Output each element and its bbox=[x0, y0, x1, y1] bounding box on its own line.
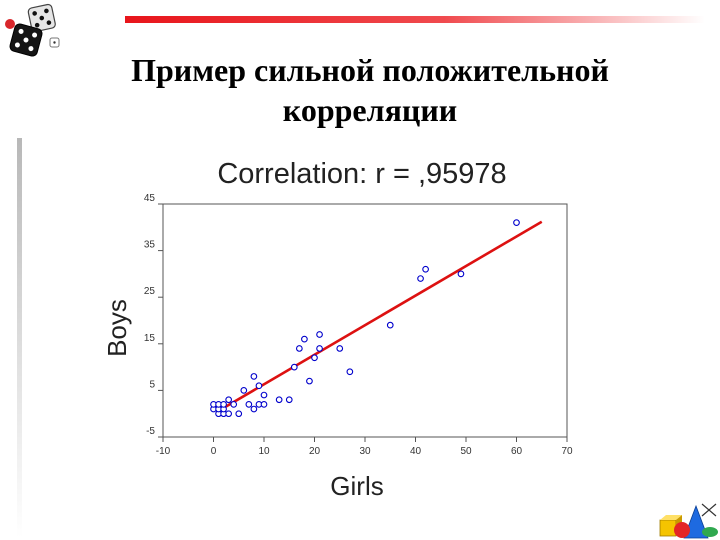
x-tick-label: 20 bbox=[309, 446, 321, 457]
data-point bbox=[250, 405, 258, 413]
y-axis-ticks: 45 35 25 15 5 -5 bbox=[144, 193, 163, 438]
plot-area-frame bbox=[162, 203, 568, 438]
data-point bbox=[386, 321, 394, 329]
top-decorative-bar bbox=[125, 16, 705, 23]
data-point bbox=[316, 345, 323, 352]
x-tick-label: 70 bbox=[561, 446, 573, 457]
data-point bbox=[316, 331, 323, 338]
data-point bbox=[296, 345, 303, 352]
data-point bbox=[225, 396, 232, 404]
y-tick-label: 15 bbox=[144, 333, 156, 344]
data-point bbox=[235, 410, 243, 418]
geometric-shapes-icon bbox=[659, 503, 718, 539]
x-axis-label: Girls bbox=[330, 471, 383, 501]
slide-title-line-1: Пример сильной положительной bbox=[131, 52, 609, 88]
y-tick-label: -5 bbox=[146, 426, 155, 437]
correlation-scatter-chart: Correlation: r = ,95978 Boys Girls -10 0 1… bbox=[102, 158, 573, 501]
data-point bbox=[225, 410, 232, 418]
data-point bbox=[457, 270, 465, 278]
data-point bbox=[260, 401, 268, 408]
y-tick-label: 35 bbox=[144, 240, 156, 251]
data-point bbox=[245, 401, 253, 408]
x-tick-label: -10 bbox=[156, 446, 171, 457]
data-point bbox=[290, 363, 298, 371]
data-point bbox=[346, 368, 354, 376]
data-point bbox=[220, 401, 227, 408]
data-point bbox=[255, 382, 263, 390]
regression-line bbox=[217, 220, 543, 413]
chart-title: Correlation: r = ,95978 bbox=[217, 158, 506, 190]
y-tick-label: 25 bbox=[144, 286, 156, 297]
y-axis-label: Boys bbox=[102, 299, 132, 357]
data-point bbox=[240, 387, 248, 394]
x-tick-label: 10 bbox=[258, 446, 270, 457]
data-point bbox=[513, 219, 520, 226]
data-point bbox=[230, 401, 238, 408]
data-point bbox=[422, 265, 429, 273]
y-tick-label: 5 bbox=[149, 379, 155, 390]
x-tick-label: 40 bbox=[410, 446, 422, 457]
data-point bbox=[311, 354, 318, 362]
dice-icon bbox=[5, 3, 60, 57]
slide-title: Пример сильной положительной корреляции bbox=[70, 50, 670, 130]
left-decorative-bar bbox=[17, 138, 22, 538]
data-point bbox=[336, 345, 344, 352]
data-point bbox=[260, 391, 268, 399]
data-point bbox=[301, 335, 308, 343]
data-point bbox=[285, 396, 293, 404]
x-tick-label: 50 bbox=[460, 446, 472, 457]
data-point bbox=[417, 275, 424, 282]
x-axis-ticks: -10 0 10 20 30 40 50 60 70 bbox=[156, 437, 573, 457]
data-point bbox=[306, 377, 313, 385]
x-tick-label: 0 bbox=[211, 446, 217, 457]
x-tick-label: 30 bbox=[359, 446, 371, 457]
slide-title-line-2: корреляции bbox=[282, 92, 458, 128]
x-tick-label: 60 bbox=[511, 446, 523, 457]
data-points bbox=[210, 219, 520, 418]
data-point bbox=[275, 396, 283, 404]
y-tick-label: 45 bbox=[144, 193, 156, 204]
data-point bbox=[250, 373, 258, 380]
